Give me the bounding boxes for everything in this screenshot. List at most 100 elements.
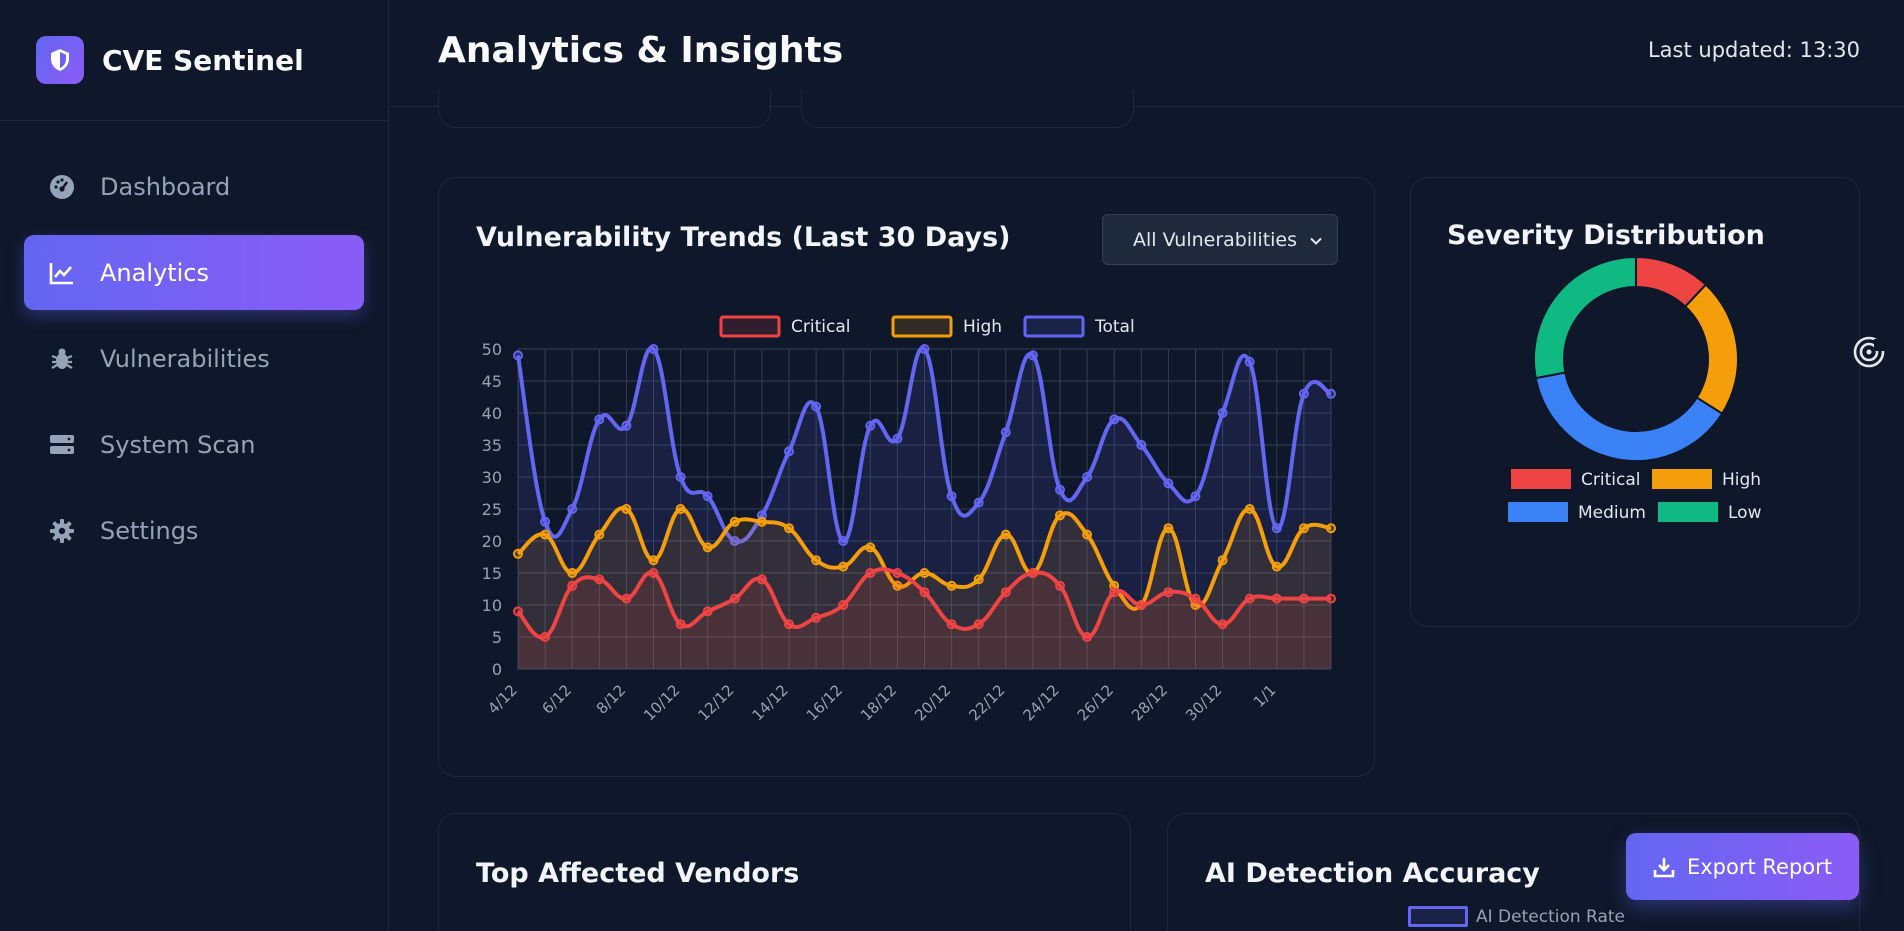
sidebar-item-analytics[interactable]: Analytics — [24, 235, 364, 310]
data-point-total — [892, 433, 903, 444]
data-point-high — [865, 542, 876, 553]
data-point-total — [540, 516, 551, 527]
data-point-critical — [675, 619, 686, 630]
data-point-high — [1298, 523, 1309, 534]
data-point-high — [1326, 523, 1336, 534]
series-line-critical — [516, 567, 1331, 640]
data-point-critical — [1326, 593, 1336, 604]
x-tick-label: 1/1 — [1250, 681, 1280, 711]
sidebar-item-settings[interactable]: Settings — [24, 493, 364, 568]
y-tick-label: 50 — [482, 340, 502, 359]
ai-legend-label: AI Detection Rate — [1476, 906, 1626, 927]
sidebar-item-vulnerabilities[interactable]: Vulnerabilities — [24, 321, 364, 396]
data-point-total — [1027, 350, 1038, 361]
y-tick-label: 45 — [482, 372, 502, 391]
y-tick-label: 35 — [482, 436, 502, 455]
data-point-critical — [756, 574, 767, 585]
chevron-down-icon — [1309, 231, 1323, 253]
trend-line-chart: Critical High Total 0 5 10 15 20 25 30 35 40 45 50 4/1… — [482, 315, 1336, 724]
x-tick-label: 26/12 — [1074, 681, 1117, 724]
filter-value: All Vulnerabilities — [1133, 228, 1298, 251]
data-point-critical — [973, 619, 984, 630]
y-tick-label: 0 — [492, 660, 502, 679]
donut-legend-swatch-medium — [1508, 502, 1568, 522]
data-point-high — [621, 504, 632, 514]
x-tick-label: 16/12 — [803, 681, 846, 724]
data-point-high — [946, 580, 957, 591]
x-tick-label: 20/12 — [911, 681, 954, 724]
data-point-high — [973, 574, 984, 585]
ai-legend[interactable]: AI Detection Rate — [1408, 906, 1625, 927]
data-point-high — [1217, 555, 1228, 566]
data-point-critical — [1109, 587, 1120, 598]
y-tick-label: 10 — [482, 596, 502, 615]
data-point-total — [648, 344, 659, 354]
y-tick-label: 5 — [492, 628, 502, 647]
legend-swatch-total — [1023, 315, 1085, 338]
data-point-high — [838, 561, 849, 572]
data-point-total — [838, 536, 849, 546]
y-tick-label: 30 — [482, 468, 502, 487]
trend-chart-title: Vulnerability Trends (Last 30 Days) — [476, 222, 1011, 253]
sidebar-item-dashboard[interactable]: Dashboard — [24, 149, 364, 224]
data-point-total — [1298, 388, 1309, 399]
shield-icon — [36, 36, 84, 84]
stat-card — [801, 90, 1134, 128]
data-point-high — [756, 516, 767, 527]
y-tick-label: 20 — [482, 532, 502, 551]
brand-name: CVE Sentinel — [102, 43, 304, 77]
sidebar-item-label: Vulnerabilities — [100, 344, 270, 373]
data-point-total — [702, 491, 713, 502]
data-point-high — [513, 548, 523, 559]
data-point-total — [1109, 414, 1120, 425]
data-point-high — [1082, 529, 1093, 540]
data-point-total — [1271, 523, 1282, 534]
data-point-critical — [838, 600, 849, 610]
data-point-total — [1082, 472, 1093, 482]
data-point-total — [865, 420, 876, 431]
x-tick-label: 22/12 — [965, 681, 1008, 724]
data-point-critical — [1271, 593, 1282, 604]
data-point-critical — [1027, 568, 1038, 578]
fingerprint-icon[interactable] — [1852, 335, 1888, 373]
data-point-critical — [946, 619, 957, 630]
donut-legend-label-medium: Medium — [1578, 503, 1646, 523]
data-point-critical — [702, 606, 713, 617]
trend-chart-card: Vulnerability Trends (Last 30 Days) All … — [438, 177, 1375, 777]
data-point-critical — [1055, 580, 1065, 591]
sidebar-item-label: Dashboard — [100, 172, 231, 201]
severity-title: Severity Distribution — [1447, 220, 1765, 251]
data-point-high — [648, 555, 659, 566]
data-point-total — [1190, 491, 1201, 502]
data-point-total — [513, 350, 523, 361]
legend-swatch-critical — [719, 315, 781, 338]
page-title: Analytics & Insights — [438, 29, 844, 71]
ai-legend-swatch — [1408, 906, 1468, 927]
data-point-total — [1217, 408, 1228, 418]
data-point-critical — [513, 606, 523, 617]
data-point-total — [1326, 388, 1336, 399]
data-point-critical — [1163, 587, 1174, 598]
data-point-high — [919, 568, 930, 578]
donut-legend-label-low: Low — [1728, 503, 1762, 523]
x-tick-label: 4/12 — [484, 681, 521, 718]
data-point-critical — [567, 580, 578, 591]
donut-legend-label-critical: Critical — [1581, 470, 1640, 490]
data-point-high — [594, 529, 605, 540]
severity-donut-chart: Critical High Medium Low — [1508, 255, 1762, 523]
data-point-total — [784, 446, 794, 457]
x-tick-label: 28/12 — [1128, 681, 1171, 724]
data-point-high — [675, 504, 686, 514]
brand[interactable]: CVE Sentinel — [0, 0, 388, 121]
data-point-critical — [892, 568, 903, 578]
donut-slice-medium — [1534, 371, 1724, 462]
vendors-title: Top Affected Vendors — [476, 858, 800, 889]
vulnerability-filter-select[interactable]: All Vulnerabilities — [1102, 214, 1338, 265]
export-report-button[interactable]: Export Report — [1626, 833, 1859, 900]
sidebar-item-system-scan[interactable]: System Scan — [24, 407, 364, 482]
x-tick-label: 8/12 — [593, 681, 630, 718]
data-point-high — [811, 555, 822, 566]
series-area-critical — [518, 569, 1331, 669]
donut-slice-high — [1683, 283, 1739, 416]
severity-card: Severity Distribution Critical High Medium… — [1410, 177, 1860, 627]
